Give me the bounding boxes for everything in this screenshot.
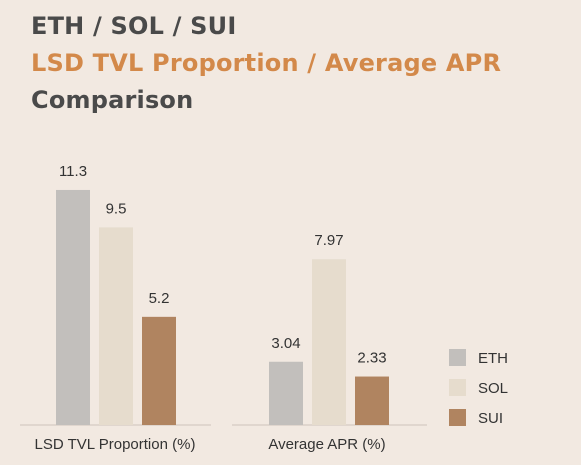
bar-eth-average-apr bbox=[269, 361, 303, 425]
legend-label-eth: ETH bbox=[478, 350, 508, 367]
title-line-3: Comparison bbox=[31, 86, 194, 114]
data-label-sui-lsd-tvl-proportion: 5.2 bbox=[149, 290, 170, 307]
chart-title: ETH / SOL / SUI LSD TVL Proportion / Ave… bbox=[31, 8, 571, 119]
bar-eth-lsd-tvl-proportion bbox=[56, 189, 90, 425]
x-tick-label-lsd-tvl-proportion: LSD TVL Proportion (%) bbox=[35, 436, 196, 453]
title-line-2: LSD TVL Proportion / Average APR bbox=[31, 49, 502, 77]
x-tick-label-average-apr: Average APR (%) bbox=[268, 436, 385, 453]
data-label-sol-average-apr: 7.97 bbox=[314, 232, 343, 249]
bar-sol-average-apr bbox=[312, 259, 346, 425]
legend-label-sui: SUI bbox=[478, 410, 503, 427]
legend-label-sol: SOL bbox=[478, 380, 508, 397]
legend-swatch-eth bbox=[449, 349, 466, 366]
data-label-sui-average-apr: 2.33 bbox=[357, 350, 386, 367]
bar-sui-average-apr bbox=[355, 376, 389, 425]
title-line-1: ETH / SOL / SUI bbox=[31, 12, 237, 40]
legend-swatch-sui bbox=[449, 409, 466, 426]
data-label-eth-lsd-tvl-proportion: 11.3 bbox=[59, 163, 87, 180]
legend-swatch-sol bbox=[449, 379, 466, 396]
bar-sui-lsd-tvl-proportion bbox=[142, 316, 176, 425]
data-label-eth-average-apr: 3.04 bbox=[271, 335, 300, 352]
data-label-sol-lsd-tvl-proportion: 9.5 bbox=[106, 200, 127, 217]
bar-sol-lsd-tvl-proportion bbox=[99, 227, 133, 425]
